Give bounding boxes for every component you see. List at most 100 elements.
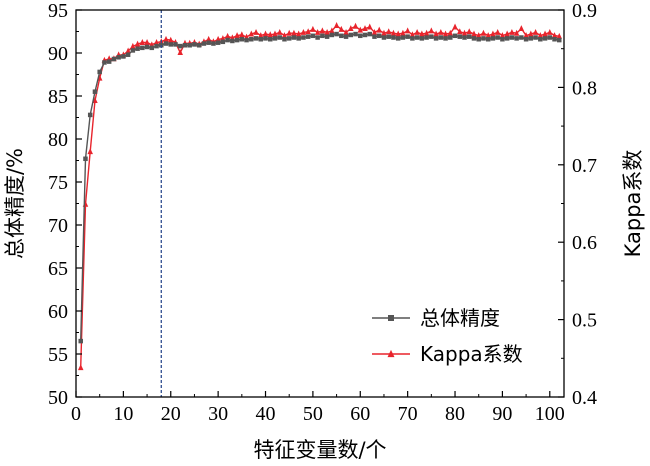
data-point-overall-accuracy <box>253 36 259 41</box>
data-point-overall-accuracy <box>154 43 159 49</box>
x-tick-label: 40 <box>256 403 276 425</box>
y-tick-label: 95 <box>48 0 68 22</box>
x-tick-label: 90 <box>492 403 512 425</box>
data-point-overall-accuracy <box>277 35 282 40</box>
data-point-kappa <box>291 29 297 36</box>
x-tick-label: 30 <box>208 403 228 425</box>
y2-tick-label: 0.5 <box>572 310 597 332</box>
data-point-kappa <box>513 29 520 36</box>
data-point-kappa <box>518 25 525 32</box>
data-point-overall-accuracy <box>78 338 83 344</box>
data-point-overall-accuracy <box>130 48 136 53</box>
data-point-kappa <box>134 40 141 47</box>
data-point-overall-accuracy <box>168 42 174 47</box>
series-line-overall-accuracy <box>80 33 560 342</box>
data-point-kappa <box>262 30 269 37</box>
data-point-kappa <box>447 29 454 36</box>
data-point-kappa <box>205 35 212 42</box>
data-point-overall-accuracy <box>310 33 316 39</box>
y2-tick-label: 0.4 <box>572 387 597 409</box>
data-point-overall-accuracy <box>102 60 107 65</box>
y-tick-label: 90 <box>48 43 68 65</box>
data-point-kappa <box>348 25 354 32</box>
data-point-overall-accuracy <box>206 40 211 45</box>
y2-tick-label: 0.9 <box>572 0 597 22</box>
data-point-kappa <box>542 30 548 37</box>
data-point-kappa <box>258 32 264 39</box>
data-point-kappa <box>404 27 411 34</box>
data-point-overall-accuracy <box>471 36 477 41</box>
data-point-kappa <box>144 39 150 45</box>
data-point-overall-accuracy <box>476 36 481 42</box>
y-tick-label: 75 <box>48 172 68 194</box>
data-point-kappa <box>276 28 283 35</box>
data-point-overall-accuracy <box>320 33 325 39</box>
x-tick-label: 70 <box>398 403 418 425</box>
x-tick-label: 80 <box>445 403 465 425</box>
data-point-overall-accuracy <box>140 45 145 51</box>
data-point-kappa <box>475 32 482 39</box>
y-tick-label: 65 <box>48 258 68 280</box>
data-point-kappa <box>547 28 553 35</box>
data-point-overall-accuracy <box>353 31 358 37</box>
data-point-kappa <box>215 35 221 42</box>
x-tick-label: 10 <box>113 403 133 425</box>
data-point-overall-accuracy <box>424 35 429 40</box>
data-point-overall-accuracy <box>121 54 126 59</box>
data-point-kappa <box>338 25 345 32</box>
data-point-kappa <box>329 27 335 34</box>
data-point-overall-accuracy <box>244 37 249 43</box>
data-point-kappa <box>333 22 340 28</box>
data-point-kappa <box>438 28 444 35</box>
data-point-kappa <box>234 32 240 39</box>
data-point-kappa <box>395 30 401 37</box>
data-point-overall-accuracy <box>339 33 344 39</box>
data-point-kappa <box>499 32 506 39</box>
legend-label: 总体精度 <box>420 306 500 330</box>
data-point-overall-accuracy <box>87 112 93 118</box>
data-point-overall-accuracy <box>542 36 548 41</box>
data-point-overall-accuracy <box>187 43 192 48</box>
plot-area <box>77 10 563 397</box>
data-point-overall-accuracy <box>177 43 183 49</box>
data-point-overall-accuracy <box>315 35 320 40</box>
data-point-overall-accuracy <box>125 52 131 57</box>
data-point-overall-accuracy <box>533 35 538 40</box>
data-point-overall-accuracy <box>215 40 221 45</box>
data-point-overall-accuracy <box>343 34 349 39</box>
y-axis-title: 总体精度/% <box>3 148 27 259</box>
data-point-kappa <box>376 26 382 33</box>
data-point-kappa <box>168 36 174 43</box>
data-point-overall-accuracy <box>296 36 301 41</box>
data-point-overall-accuracy <box>324 34 330 39</box>
data-point-overall-accuracy <box>106 59 112 64</box>
y-tick-label: 50 <box>48 387 68 409</box>
data-point-overall-accuracy <box>443 36 448 41</box>
data-point-overall-accuracy <box>462 35 467 40</box>
data-point-kappa <box>272 30 278 37</box>
data-point-kappa <box>253 28 259 35</box>
data-point-kappa <box>248 30 255 37</box>
data-point-kappa <box>419 30 425 37</box>
data-point-overall-accuracy <box>538 36 543 42</box>
data-point-overall-accuracy <box>490 36 496 41</box>
data-point-kappa <box>139 39 146 45</box>
data-point-overall-accuracy <box>144 44 150 50</box>
data-point-overall-accuracy <box>92 89 98 94</box>
y2-tick-label: 0.7 <box>572 155 597 177</box>
data-point-kappa <box>281 32 288 39</box>
data-point-overall-accuracy <box>448 35 453 40</box>
data-point-kappa <box>125 47 131 54</box>
data-point-overall-accuracy <box>362 32 368 38</box>
data-point-kappa <box>532 28 539 35</box>
data-point-overall-accuracy <box>376 33 382 39</box>
series-kappa <box>77 22 563 371</box>
data-point-overall-accuracy <box>452 33 458 39</box>
data-point-overall-accuracy <box>149 45 155 51</box>
data-point-overall-accuracy <box>485 36 491 42</box>
data-point-overall-accuracy <box>111 56 117 62</box>
data-point-kappa <box>457 28 463 35</box>
data-point-kappa <box>130 42 136 49</box>
data-point-kappa <box>556 32 563 39</box>
